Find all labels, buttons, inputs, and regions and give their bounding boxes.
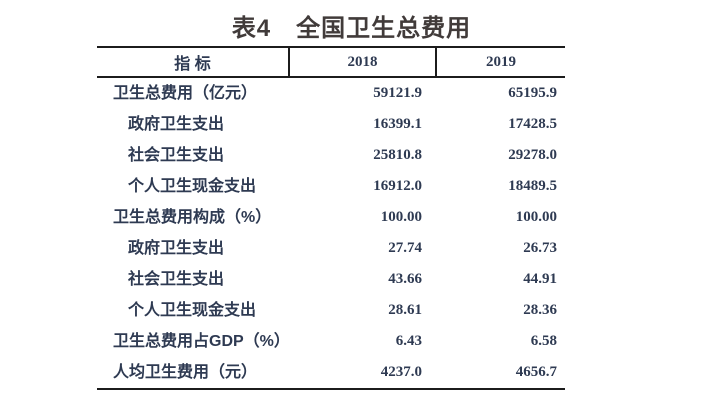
row-value-2019: 4656.7 xyxy=(515,364,557,380)
row-value-2018: 59121.9 xyxy=(373,85,422,101)
row-value-2018: 27.74 xyxy=(388,240,422,256)
row-value-2019: 26.73 xyxy=(523,240,557,256)
row-value-2019: 18489.5 xyxy=(508,178,557,194)
row-value-2018: 28.61 xyxy=(388,302,422,318)
table-body: 卫生总费用（亿元） 59121.9 65195.9 政府卫生支出 16399.1… xyxy=(97,78,565,390)
table-row: 政府卫生支出 16399.1 17428.5 xyxy=(97,109,565,140)
header-indicator: 指 标 xyxy=(174,56,211,73)
row-value-2019: 100.00 xyxy=(515,209,557,225)
table-row: 政府卫生支出 27.74 26.73 xyxy=(97,233,565,264)
row-value-2018: 25810.8 xyxy=(373,147,422,163)
table-row: 人均卫生费用（元） 4237.0 4656.7 xyxy=(97,357,565,388)
row-value-2018: 16399.1 xyxy=(373,116,422,132)
row-label: 人均卫生费用（元） xyxy=(113,364,258,381)
header-2019: 2019 xyxy=(435,48,565,76)
row-label: 政府卫生支出 xyxy=(128,116,225,133)
row-value-2018: 4237.0 xyxy=(380,364,422,380)
table-row: 卫生总费用占GDP（%） 6.43 6.58 xyxy=(97,326,565,357)
table-row: 社会卫生支出 43.66 44.91 xyxy=(97,264,565,295)
row-value-2018: 6.43 xyxy=(395,333,422,349)
row-label: 政府卫生支出 xyxy=(128,240,225,257)
row-value-2019: 44.91 xyxy=(523,271,557,287)
row-value-2019: 17428.5 xyxy=(508,116,557,132)
row-label: 个人卫生现金支出 xyxy=(128,302,257,319)
row-label: 社会卫生支出 xyxy=(128,147,225,164)
row-value-2018: 100.00 xyxy=(380,209,422,225)
row-value-2019: 29278.0 xyxy=(508,147,557,163)
row-label: 卫生总费用构成（%） xyxy=(113,209,272,226)
table-header-row: 指 标 2018 2019 xyxy=(97,46,565,78)
header-2018: 2018 xyxy=(288,48,435,76)
row-value-2018: 16912.0 xyxy=(373,178,422,194)
table-row: 社会卫生支出 25810.8 29278.0 xyxy=(97,140,565,171)
table-row: 卫生总费用（亿元） 59121.9 65195.9 xyxy=(97,78,565,109)
row-label: 卫生总费用（亿元） xyxy=(113,85,258,102)
row-value-2019: 6.58 xyxy=(530,333,557,349)
row-label: 社会卫生支出 xyxy=(128,271,225,288)
health-expenditure-table: 指 标 2018 2019 卫生总费用（亿元） 59121.9 65195.9 … xyxy=(97,46,565,390)
table-row: 个人卫生现金支出 16912.0 18489.5 xyxy=(97,171,565,202)
table-row: 个人卫生现金支出 28.61 28.36 xyxy=(97,295,565,326)
table-row: 卫生总费用构成（%） 100.00 100.00 xyxy=(97,202,565,233)
row-value-2019: 28.36 xyxy=(523,302,557,318)
row-value-2019: 65195.9 xyxy=(508,85,557,101)
table-caption: 表4 全国卫生总费用 xyxy=(231,15,472,42)
row-value-2018: 43.66 xyxy=(388,271,422,287)
row-label: 个人卫生现金支出 xyxy=(128,178,257,195)
row-label: 卫生总费用占GDP（%） xyxy=(113,333,290,350)
